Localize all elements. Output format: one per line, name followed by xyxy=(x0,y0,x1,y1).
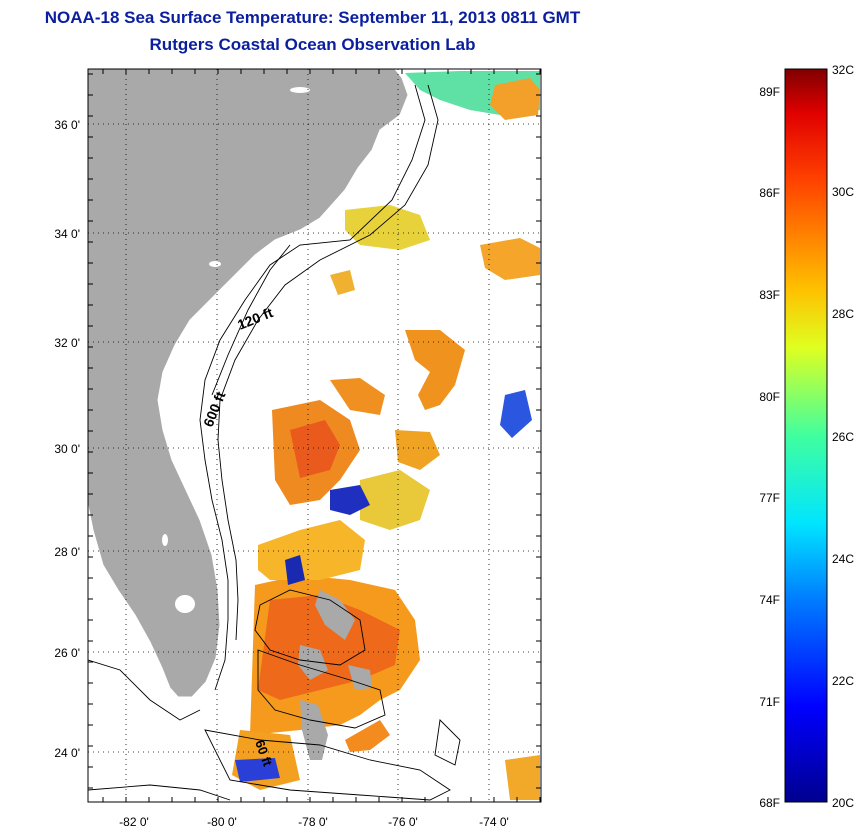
map-title: NOAA-18 Sea Surface Temperature: Septemb… xyxy=(44,8,581,27)
contour-label-120ft: 120 ft xyxy=(235,304,275,333)
lat-tick-label: 28 0' xyxy=(54,545,80,559)
colorbar-c-label: 28C xyxy=(832,307,854,321)
colorbar: 89F 86F 83F 80F 77F 74F 71F 68F 32C 30C … xyxy=(759,63,854,810)
colorbar-c-label: 32C xyxy=(832,63,854,77)
map-frame xyxy=(87,68,542,803)
lon-tick-label: -78 0' xyxy=(298,815,328,829)
colorbar-f-label: 71F xyxy=(759,695,780,709)
land xyxy=(88,69,409,760)
colorbar-f-label: 83F xyxy=(759,288,780,302)
contour-label-60ft: 60 ft xyxy=(252,738,275,769)
colorbar-f-label: 89F xyxy=(759,85,780,99)
sst-data-swath xyxy=(232,71,540,800)
lon-tick-label: -80 0' xyxy=(207,815,237,829)
colorbar-f-label: 68F xyxy=(759,796,780,810)
lon-tick-label: -74 0' xyxy=(479,815,509,829)
colorbar-f-label: 86F xyxy=(759,186,780,200)
latitude-axis: 24 0' 26 0' 28 0' 30 0' 32 0' 34 0' 36 0… xyxy=(54,118,80,760)
colorbar-c-label: 22C xyxy=(832,674,854,688)
colorbar-c-label: 26C xyxy=(832,430,854,444)
longitude-axis: -82 0' -80 0' -78 0' -76 0' -74 0' xyxy=(119,815,509,829)
lat-tick-label: 30 0' xyxy=(54,442,80,456)
colorbar-c-label: 24C xyxy=(832,552,854,566)
lat-tick-label: 26 0' xyxy=(54,646,80,660)
lat-tick-label: 24 0' xyxy=(54,746,80,760)
colorbar-c-label: 20C xyxy=(832,796,854,810)
lat-tick-label: 32 0' xyxy=(54,336,80,350)
colorbar-f-label: 77F xyxy=(759,491,780,505)
lat-tick-label: 36 0' xyxy=(54,118,80,132)
contour-label-600ft: 600 ft xyxy=(200,389,229,429)
colorbar-gradient xyxy=(784,68,828,803)
lat-tick-label: 34 0' xyxy=(54,227,80,241)
depth-contours xyxy=(88,84,461,801)
colorbar-c-label: 30C xyxy=(832,185,854,199)
graticule xyxy=(88,69,541,802)
colorbar-f-label: 74F xyxy=(759,593,780,607)
colorbar-f-label: 80F xyxy=(759,390,780,404)
lon-tick-label: -76 0' xyxy=(388,815,418,829)
lon-tick-label: -82 0' xyxy=(119,815,149,829)
map-subtitle: Rutgers Coastal Ocean Observation Lab xyxy=(149,35,476,54)
